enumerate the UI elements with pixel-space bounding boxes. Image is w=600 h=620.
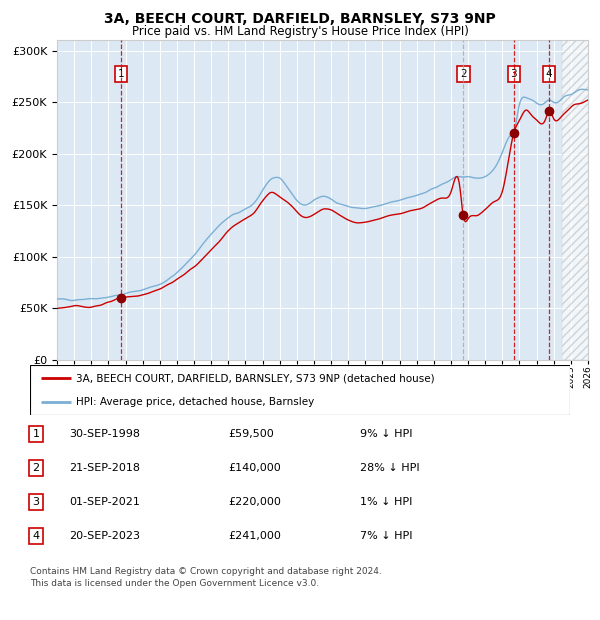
- Text: 3A, BEECH COURT, DARFIELD, BARNSLEY, S73 9NP (detached house): 3A, BEECH COURT, DARFIELD, BARNSLEY, S73…: [76, 373, 434, 383]
- Text: 1: 1: [32, 429, 40, 439]
- Text: 3: 3: [32, 497, 40, 507]
- Text: £220,000: £220,000: [228, 497, 281, 507]
- Text: 3A, BEECH COURT, DARFIELD, BARNSLEY, S73 9NP: 3A, BEECH COURT, DARFIELD, BARNSLEY, S73…: [104, 12, 496, 27]
- Text: £241,000: £241,000: [228, 531, 281, 541]
- Text: 20-SEP-2023: 20-SEP-2023: [69, 531, 140, 541]
- Text: Price paid vs. HM Land Registry's House Price Index (HPI): Price paid vs. HM Land Registry's House …: [131, 25, 469, 38]
- Bar: [562, 40, 600, 360]
- Text: £140,000: £140,000: [228, 463, 281, 473]
- Text: 21-SEP-2018: 21-SEP-2018: [69, 463, 140, 473]
- Text: 7% ↓ HPI: 7% ↓ HPI: [360, 531, 413, 541]
- Text: 1: 1: [118, 69, 125, 79]
- FancyBboxPatch shape: [30, 365, 570, 415]
- Text: 30-SEP-1998: 30-SEP-1998: [69, 429, 140, 439]
- Text: 28% ↓ HPI: 28% ↓ HPI: [360, 463, 419, 473]
- Text: 2: 2: [460, 69, 467, 79]
- Text: £59,500: £59,500: [228, 429, 274, 439]
- Text: 2: 2: [32, 463, 40, 473]
- Text: 9% ↓ HPI: 9% ↓ HPI: [360, 429, 413, 439]
- Text: HPI: Average price, detached house, Barnsley: HPI: Average price, detached house, Barn…: [76, 397, 314, 407]
- Text: 3: 3: [511, 69, 517, 79]
- Text: 4: 4: [32, 531, 40, 541]
- Text: 4: 4: [545, 69, 552, 79]
- Text: 1% ↓ HPI: 1% ↓ HPI: [360, 497, 412, 507]
- Text: 01-SEP-2021: 01-SEP-2021: [69, 497, 140, 507]
- Text: Contains HM Land Registry data © Crown copyright and database right 2024.
This d: Contains HM Land Registry data © Crown c…: [30, 567, 382, 588]
